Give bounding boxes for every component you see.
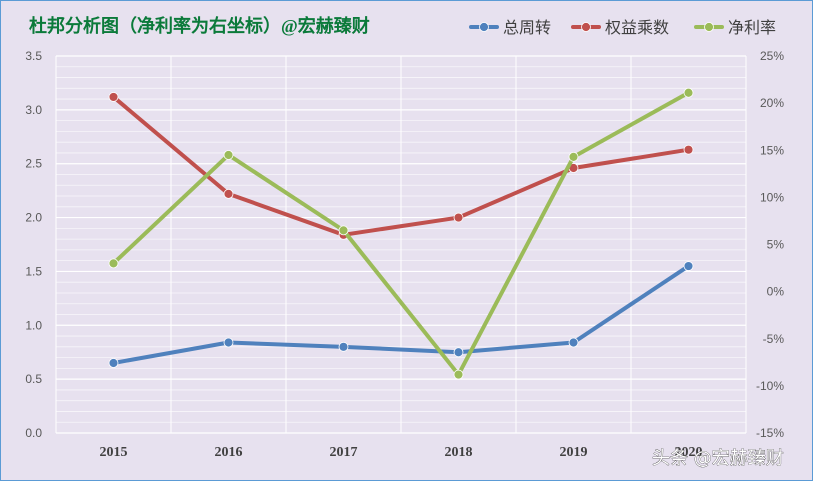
data-point xyxy=(453,369,464,380)
axis-ticks: 0.0 0.5 1.0 1.5 2.0 2.5 3.0 3.5 -15% -10% -5% 0% 5% 1… xyxy=(25,49,784,460)
y2-tick-label: 25% xyxy=(760,49,784,63)
data-point xyxy=(338,225,349,236)
y2-tick-label: 10% xyxy=(760,190,784,204)
data-point xyxy=(108,358,119,368)
chart-title: 杜邦分析图（净利率为右坐标）@宏赫臻财 xyxy=(29,15,370,36)
series-line xyxy=(111,90,691,377)
data-point xyxy=(568,337,579,348)
legend-swatch-marker xyxy=(704,22,714,32)
y-tick-label: 3.5 xyxy=(25,49,42,63)
y2-tick-label: -5% xyxy=(763,332,785,346)
y2-tick-label: 15% xyxy=(760,143,784,157)
series-line xyxy=(111,264,691,365)
y-tick-label: 1.0 xyxy=(25,318,42,332)
y-tick-label: 3.0 xyxy=(25,103,42,117)
data-point xyxy=(223,150,234,160)
x-tick-label: 2016 xyxy=(215,445,243,460)
x-tick-label: 2019 xyxy=(560,445,588,460)
y2-tick-label: -10% xyxy=(756,379,784,393)
data-point xyxy=(683,261,694,271)
y-tick-label: 2.5 xyxy=(25,157,42,171)
legend-item: 权益乘数 xyxy=(571,19,669,37)
series xyxy=(108,87,694,380)
y-tick-label: 2.0 xyxy=(25,211,42,225)
y2-tick-label: 20% xyxy=(760,96,784,110)
watermark: 头条 @宏赫臻财 xyxy=(652,448,784,469)
legend-swatch-marker xyxy=(479,22,489,32)
series-1 xyxy=(108,261,694,368)
legend-swatch-marker xyxy=(581,22,591,32)
data-point xyxy=(223,337,234,348)
grid xyxy=(55,55,747,434)
data-point xyxy=(568,151,579,162)
y-tick-label: 0.5 xyxy=(25,372,42,386)
data-point xyxy=(108,92,119,102)
legend-item: 净利率 xyxy=(694,19,776,37)
y2-tick-label: 0% xyxy=(767,285,785,299)
legend-item: 总周转 xyxy=(469,19,551,37)
legend-label: 总周转 xyxy=(503,19,551,37)
data-point xyxy=(223,188,234,199)
series-3 xyxy=(108,87,694,380)
y2-tick-label: -15% xyxy=(756,426,784,440)
legend: 总周转 权益乘数 净利率 xyxy=(469,19,776,37)
legend-label: 净利率 xyxy=(728,19,776,37)
y-tick-label: 1.5 xyxy=(25,264,42,278)
data-point xyxy=(453,347,464,358)
x-tick-label: 2017 xyxy=(330,445,358,460)
data-point xyxy=(453,212,464,223)
x-tick-label: 2020 xyxy=(675,445,703,460)
data-point xyxy=(338,341,349,352)
y2-tick-label: 5% xyxy=(767,238,785,252)
y-tick-label: 0.0 xyxy=(25,426,42,440)
x-tick-label: 2018 xyxy=(445,445,473,460)
legend-label: 权益乘数 xyxy=(605,19,669,37)
series-line xyxy=(111,94,691,237)
data-point xyxy=(108,258,119,269)
data-point xyxy=(683,144,694,155)
x-tick-label: 2015 xyxy=(100,445,128,460)
data-point xyxy=(683,87,694,98)
